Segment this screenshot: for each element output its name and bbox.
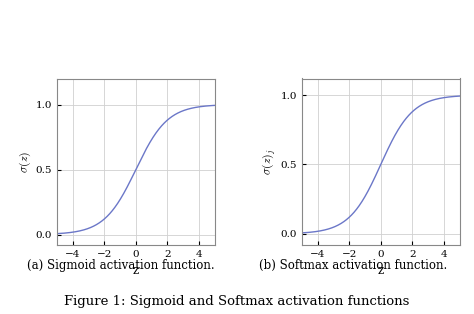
Text: (b) Softmax activation function.: (b) Softmax activation function. (259, 259, 447, 272)
Text: Figure 1: Sigmoid and Softmax activation functions: Figure 1: Sigmoid and Softmax activation… (64, 295, 410, 308)
Y-axis label: $\sigma(z)$: $\sigma(z)$ (18, 150, 33, 173)
X-axis label: z: z (378, 264, 384, 277)
Text: (a) Sigmoid activation function.: (a) Sigmoid activation function. (27, 259, 215, 272)
Y-axis label: $\sigma(z)_j$: $\sigma(z)_j$ (261, 148, 278, 175)
X-axis label: z: z (133, 264, 139, 277)
